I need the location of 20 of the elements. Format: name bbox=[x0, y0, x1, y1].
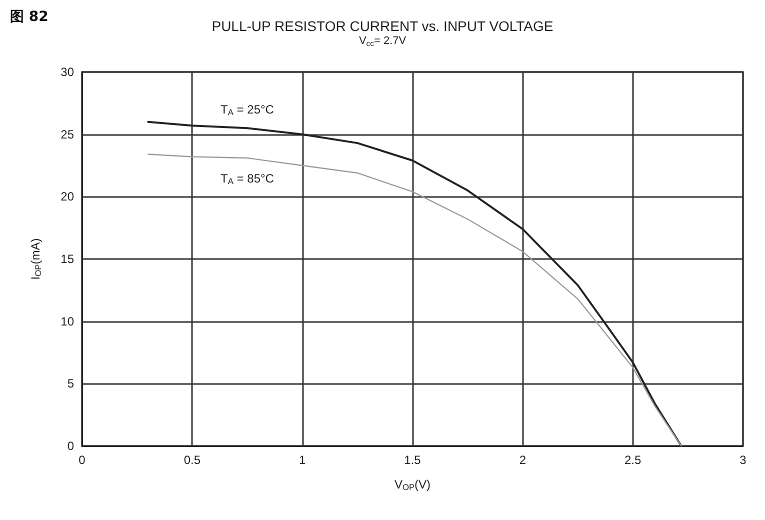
x-tick-label: 2 bbox=[519, 453, 526, 467]
x-tick-label: 3 bbox=[740, 453, 747, 467]
caption: 图 82 bbox=[10, 9, 48, 25]
y-tick-label: 0 bbox=[67, 439, 74, 453]
x-tick-label: 2.5 bbox=[624, 453, 642, 467]
y-tick-label: 25 bbox=[60, 127, 74, 142]
y-tick-label: 5 bbox=[67, 376, 74, 391]
y-tick-label: 20 bbox=[60, 190, 74, 204]
chart-title: PULL-UP RESISTOR CURRENT vs. INPUT VOLTAGE bbox=[212, 18, 554, 34]
x-tick-label: 1.5 bbox=[404, 453, 422, 467]
y-axis-title: IOP(mA) bbox=[28, 238, 43, 280]
y-tick-label: 30 bbox=[60, 65, 74, 79]
x-tick-label: 0 bbox=[78, 453, 86, 467]
x-tick-label: 1 bbox=[298, 453, 306, 467]
x-axis-title: VOP(V) bbox=[394, 477, 431, 492]
series-label: TA = 85°C bbox=[220, 171, 274, 186]
x-tick-label: 0.5 bbox=[184, 453, 201, 467]
series-label: TA = 25°C bbox=[220, 102, 274, 118]
y-tick-label: 15 bbox=[60, 252, 74, 266]
y-tick-label: 10 bbox=[60, 314, 74, 328]
